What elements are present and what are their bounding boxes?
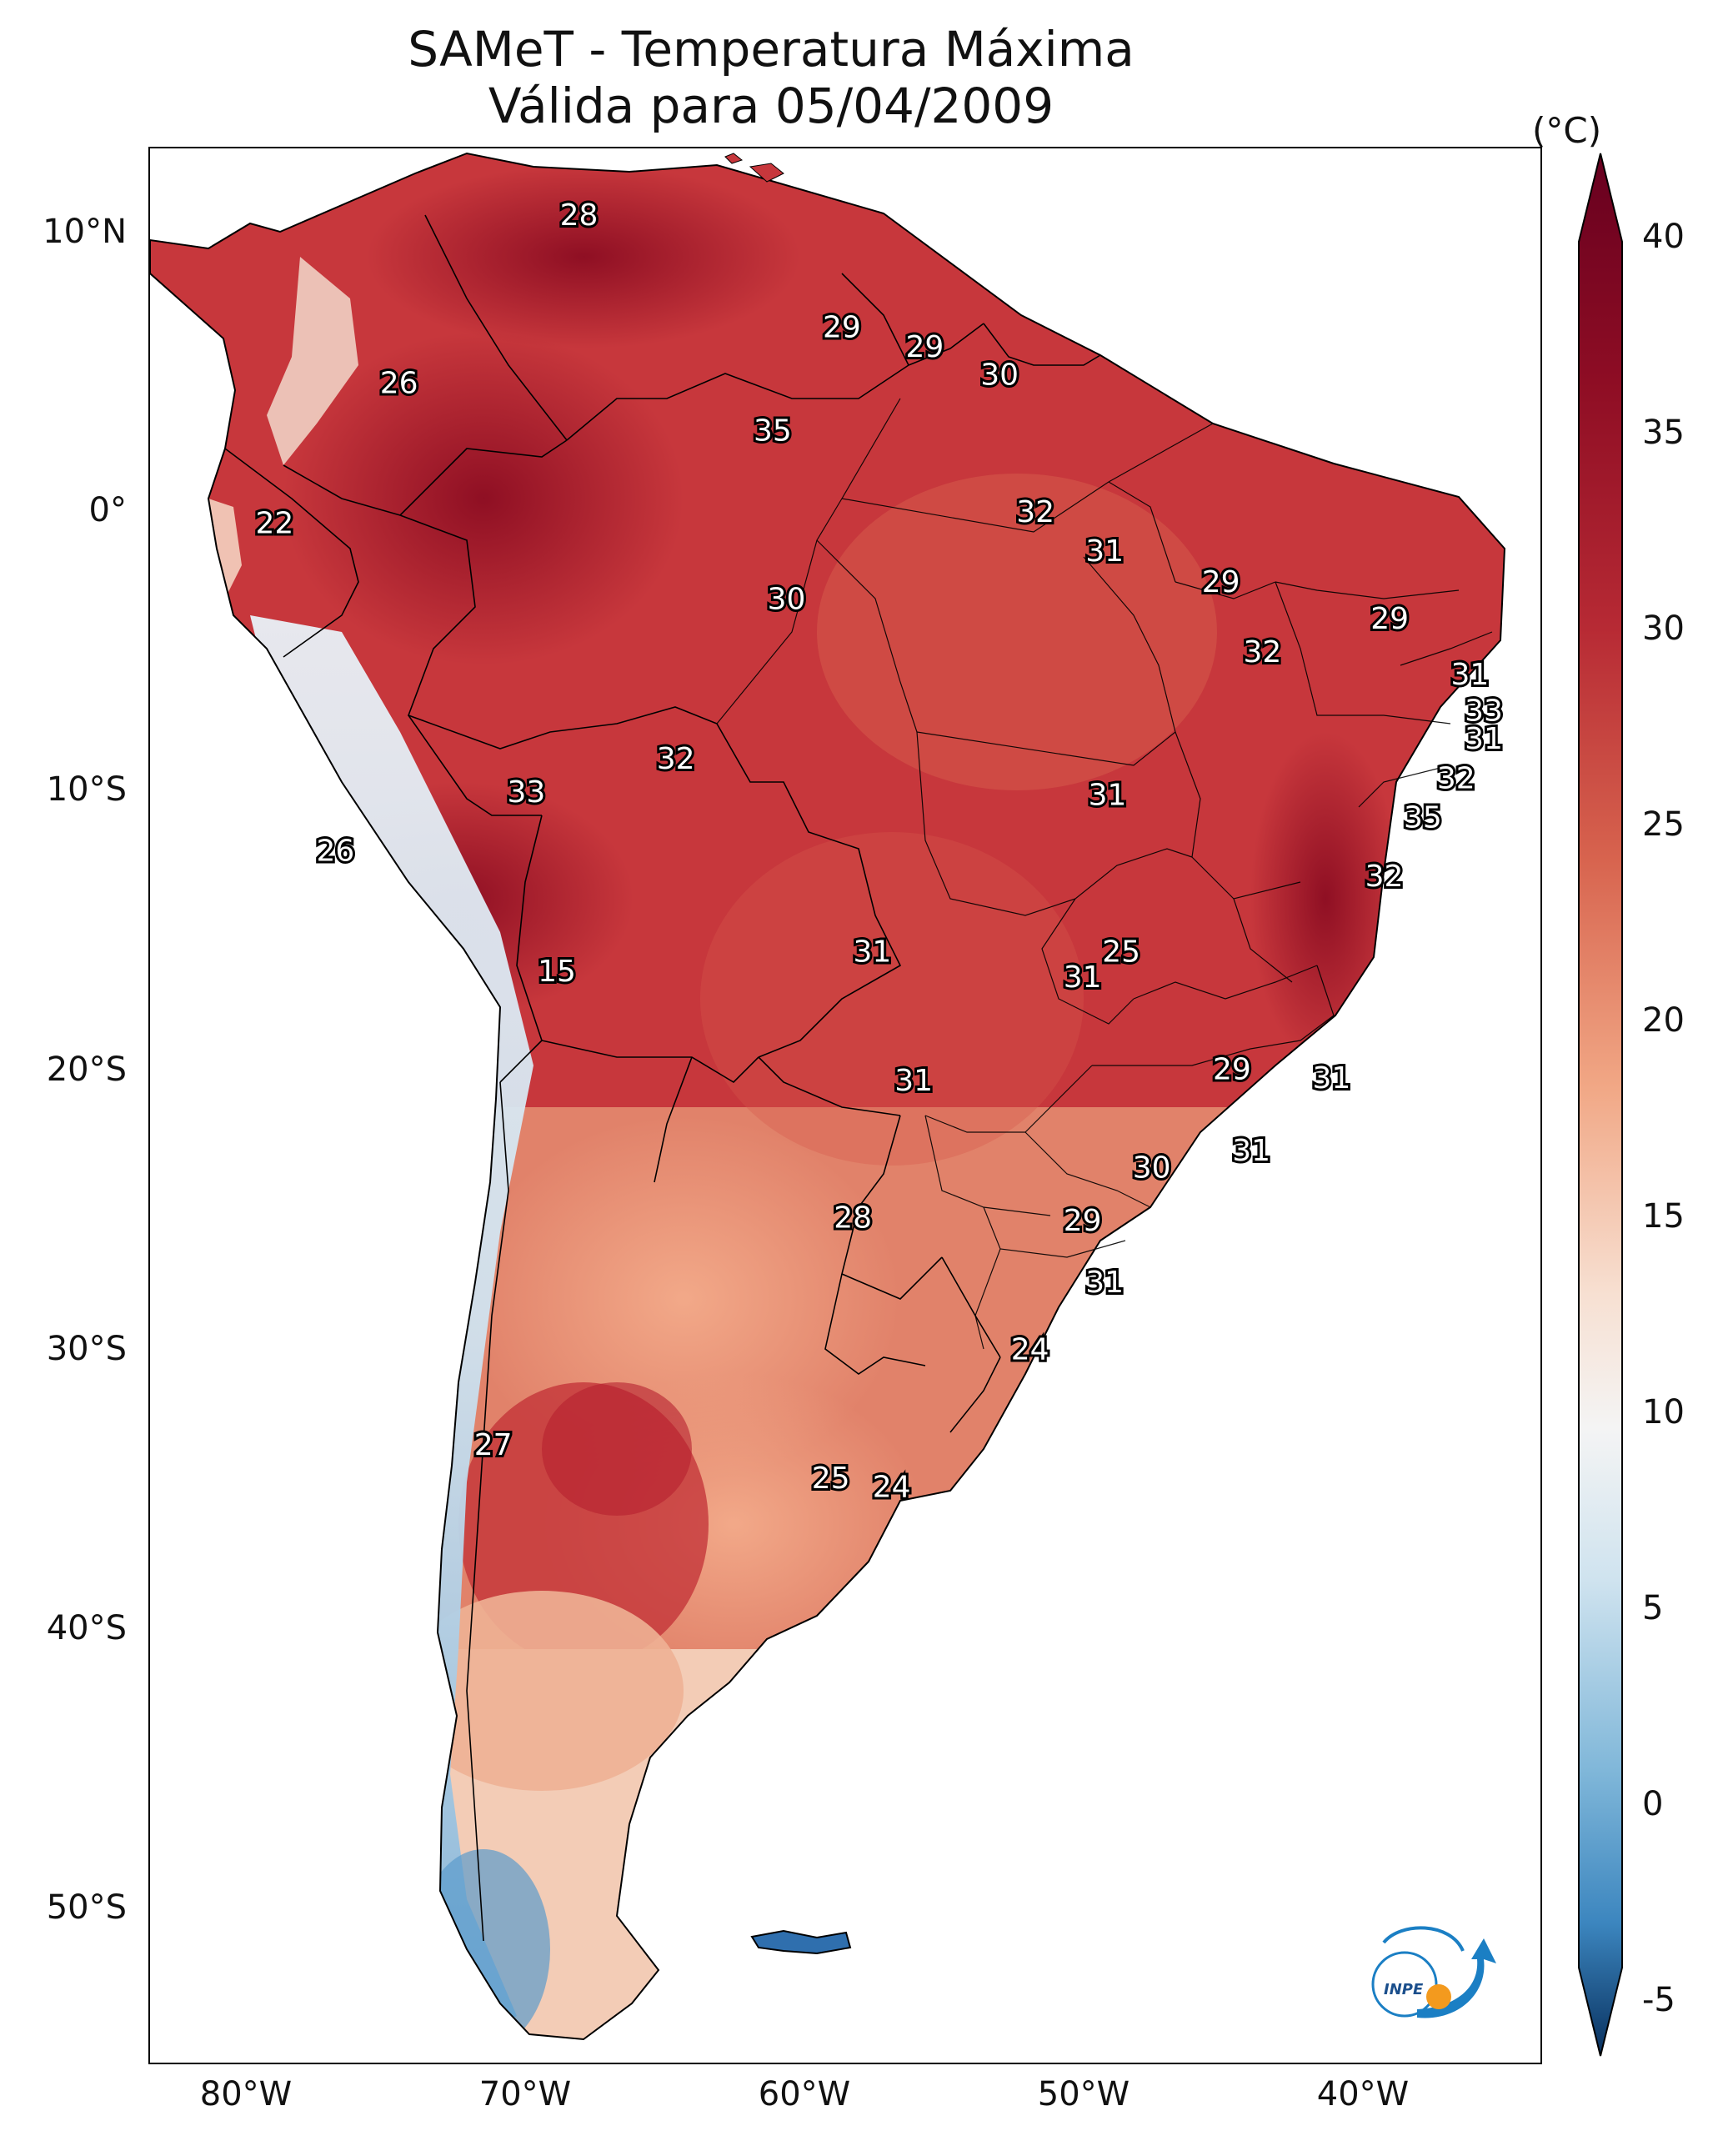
colorbar-tick-35: 35 [1642, 414, 1685, 452]
lon-label-80w: 80°W [199, 2075, 293, 2113]
lat-label-10s: 10°S [46, 770, 127, 809]
map-value-label: 30 [768, 582, 806, 616]
map-value-label: 26 [316, 835, 354, 869]
map-title: SAMeT - Temperatura Máxima [408, 21, 1134, 78]
map-value-label: 33 [507, 775, 545, 810]
map-value-label: 31 [1312, 1061, 1350, 1096]
map-value-label: 31 [1085, 1266, 1124, 1300]
lat-label-0: 0° [88, 491, 127, 529]
map-value-label: 32 [657, 742, 695, 776]
colorbar-tick-20: 20 [1642, 1001, 1685, 1040]
map-value-label: 32 [1437, 761, 1475, 795]
map-value-label: 32 [1016, 495, 1054, 529]
map-value-label: 31 [894, 1064, 933, 1098]
map-value-label: 29 [1202, 565, 1240, 599]
map-value-label: 29 [1064, 1204, 1102, 1238]
map-value-label: 30 [1133, 1151, 1171, 1185]
map-value-label: 32 [1365, 860, 1404, 894]
map-value-label: 31 [1465, 722, 1503, 756]
lat-label-10n: 10°N [43, 213, 127, 251]
lat-label-50s: 50°S [46, 1888, 127, 1927]
lon-label-70w: 70°W [478, 2075, 572, 2113]
lon-label-50w: 50°W [1037, 2075, 1130, 2113]
map-value-label: 24 [1011, 1333, 1049, 1367]
map-area: 28 26 22 29 29 30 35 32 31 30 29 29 32 31 33 31 32 33 31 32… [148, 147, 1542, 2064]
colorbar-unit: (°C) [1532, 110, 1602, 151]
inpe-logo: INPE [1371, 1926, 1496, 2018]
map-value-label: 15 [538, 955, 576, 989]
inpe-logo-text: INPE [1384, 1981, 1424, 1998]
map-value-label: 22 [255, 507, 293, 541]
map-value-label: 35 [754, 414, 792, 449]
map-value-label: 29 [905, 330, 944, 364]
colorbar-tick-40: 40 [1642, 218, 1685, 256]
map-value-label: 31 [1085, 534, 1124, 569]
map-value-label: 29 [823, 310, 861, 344]
lon-label-60w: 60°W [758, 2075, 851, 2113]
map-value-label: 29 [1370, 602, 1409, 636]
map-value-label: 31 [1064, 960, 1102, 995]
map-value-label: 32 [1243, 635, 1281, 669]
coastline [150, 152, 1506, 2041]
map-subtitle: Válida para 05/04/2009 [488, 78, 1054, 134]
lat-label-20s: 20°S [46, 1050, 127, 1089]
map-value-label: 31 [1232, 1134, 1270, 1168]
lat-label-40s: 40°S [46, 1609, 127, 1647]
map-value-label: 24 [873, 1470, 911, 1504]
colorbar-tick-0: 0 [1642, 1785, 1664, 1823]
colorbar-tick-minus5: -5 [1642, 1981, 1675, 2019]
lon-label-40w: 40°W [1316, 2075, 1410, 2113]
map-value-label: 31 [853, 935, 891, 970]
caribbean-islands [724, 153, 784, 183]
colorbar-tick-5: 5 [1642, 1589, 1664, 1627]
colorbar-tick-30: 30 [1642, 609, 1685, 648]
map-value-label: 31 [1089, 778, 1127, 812]
map-value-label: 33 [1465, 694, 1503, 729]
colorbar-tick-25: 25 [1642, 805, 1685, 844]
map-value-label: 27 [474, 1428, 513, 1462]
colorbar-tick-10: 10 [1642, 1393, 1685, 1431]
map-value-label: 35 [1404, 800, 1442, 835]
colorbar [1578, 153, 1623, 2057]
map-value-label: 29 [1213, 1053, 1251, 1087]
map-value-label: 25 [812, 1462, 850, 1496]
map-value-label: 25 [1102, 935, 1140, 970]
falkland-islands [750, 1929, 852, 1955]
lat-label-30s: 30°S [46, 1330, 127, 1368]
map-value-label: 31 [1450, 658, 1489, 692]
colorbar-tick-15: 15 [1642, 1197, 1685, 1236]
map-value-label: 28 [834, 1201, 872, 1236]
state-borders [716, 398, 1493, 1350]
map-value-label: 28 [560, 198, 599, 233]
map-value-label: 26 [380, 367, 418, 401]
map-value-label: 30 [980, 358, 1019, 393]
